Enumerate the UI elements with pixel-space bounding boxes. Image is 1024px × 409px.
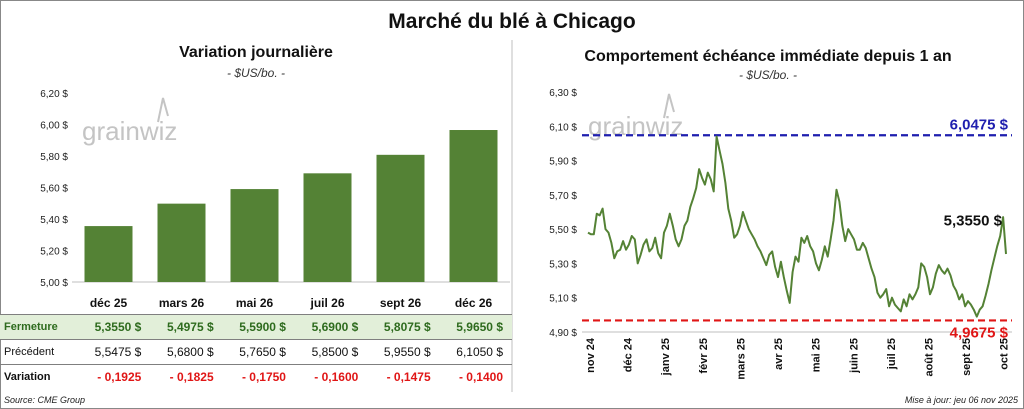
x-tick-label: févr 25 xyxy=(698,338,710,373)
watermark-logo: grainwiz xyxy=(588,111,683,141)
y-tick-label: 5,90 $ xyxy=(549,157,577,168)
min-reference-label: 4,9675 $ xyxy=(950,324,1009,341)
previous-value: 5,8500 $ xyxy=(311,345,359,359)
right-chart-subtitle: - $US/bo. - xyxy=(738,68,798,82)
watermark-mark xyxy=(663,93,675,119)
y-tick-label: 5,30 $ xyxy=(549,259,577,270)
left-chart-subtitle: - $US/bo. - xyxy=(226,66,286,80)
bar xyxy=(376,154,425,282)
x-tick-label: mars 26 xyxy=(159,296,205,310)
y-tick-label: 6,10 $ xyxy=(549,122,577,133)
y-tick-label: 6,20 $ xyxy=(40,89,68,100)
previous-value: 5,6800 $ xyxy=(166,345,214,359)
close-row-label: Fermeture xyxy=(0,314,78,340)
variation-value: - 0,1400 xyxy=(439,364,512,390)
price-line xyxy=(587,135,1007,318)
y-tick-label: 5,20 $ xyxy=(40,247,68,258)
x-tick-label: déc 25 xyxy=(90,296,128,310)
x-tick-label: sept 25 xyxy=(961,338,973,376)
update-note: Mise à jour: jeu 06 nov 2025 xyxy=(904,395,1018,405)
x-tick-label: juin 25 xyxy=(848,338,860,374)
variation-value: - 0,1925 xyxy=(78,364,151,390)
watermark-logo: grainwiz xyxy=(82,116,177,146)
variation-value: - 0,1825 xyxy=(150,364,223,390)
variation-value: - 0,1600 xyxy=(294,364,368,390)
y-tick-label: 5,80 $ xyxy=(40,152,68,163)
x-tick-label: mai 26 xyxy=(236,296,274,310)
variation-row-label: Variation xyxy=(0,364,78,390)
x-tick-label: avr 25 xyxy=(773,338,785,370)
y-tick-label: 5,60 $ xyxy=(40,184,68,195)
y-tick-label: 6,30 $ xyxy=(549,88,577,99)
close-row: Fermeture 5,3550 $ 5,4975 $ 5,5900 $ 5,6… xyxy=(0,314,512,340)
close-value: 5,5900 $ xyxy=(222,314,295,340)
bar xyxy=(303,173,352,282)
close-value: 5,3550 $ xyxy=(78,314,151,340)
y-tick-label: 5,70 $ xyxy=(549,191,577,202)
variation-row: Variation - 0,1925 - 0,1825 - 0,1750 - 0… xyxy=(0,364,512,390)
x-tick-label: juil 26 xyxy=(309,296,344,310)
bar xyxy=(230,189,279,282)
x-tick-label: juil 25 xyxy=(886,338,898,370)
quotes-table: Fermeture 5,3550 $ 5,4975 $ 5,5900 $ 5,6… xyxy=(0,314,512,390)
previous-value: 5,5475 $ xyxy=(94,345,142,359)
close-value: 5,8075 $ xyxy=(367,314,440,340)
x-tick-label: mai 25 xyxy=(811,338,823,372)
x-tick-label: déc 26 xyxy=(455,296,493,310)
x-tick-label: sept 26 xyxy=(380,296,422,310)
close-value: 5,6900 $ xyxy=(294,314,368,340)
y-tick-label: 5,40 $ xyxy=(40,215,68,226)
right-chart-title: Comportement échéance immédiate depuis 1… xyxy=(584,48,952,65)
last-value-label: 5,3550 $ xyxy=(944,213,1003,230)
variation-value: - 0,1750 xyxy=(222,364,295,390)
bar xyxy=(449,130,498,282)
close-value: 5,4975 $ xyxy=(150,314,223,340)
x-tick-label: mars 25 xyxy=(735,338,747,380)
previous-value: 5,9550 $ xyxy=(383,345,431,359)
y-tick-label: 5,10 $ xyxy=(549,294,577,305)
max-reference-label: 6,0475 $ xyxy=(950,116,1009,133)
page-title: Marché du blé à Chicago xyxy=(388,10,636,33)
previous-value: 5,7650 $ xyxy=(239,345,286,359)
source-note: Source: CME Group xyxy=(4,395,86,405)
bar xyxy=(84,226,133,282)
y-tick-label: 6,00 $ xyxy=(40,121,68,132)
left-chart-title: Variation journalière xyxy=(179,44,333,61)
x-tick-label: nov 24 xyxy=(585,337,597,373)
bar xyxy=(157,203,206,282)
y-tick-label: 5,00 $ xyxy=(40,278,68,289)
previous-row-label: Précédent xyxy=(4,346,55,358)
bar-chart: grainwiz 5,00 $ 5,20 $ 5,40 $ 5,60 $ 5,80 $ 6,… xyxy=(40,89,510,310)
x-tick-label: août 25 xyxy=(923,338,935,377)
close-value: 5,9650 $ xyxy=(439,314,512,340)
previous-row: Précédent 5,5475 $ 5,6800 $ 5,7650 $ 5,8… xyxy=(0,340,512,365)
previous-value: 6,1050 $ xyxy=(456,345,503,359)
x-tick-label: déc 24 xyxy=(623,337,635,372)
y-tick-label: 4,90 $ xyxy=(549,328,577,339)
x-tick-label: oct 25 xyxy=(999,338,1011,370)
x-tick-label: janv 25 xyxy=(660,338,672,376)
watermark-mark xyxy=(157,97,169,123)
variation-value: - 0,1475 xyxy=(367,364,440,390)
y-tick-label: 5,50 $ xyxy=(549,225,577,236)
